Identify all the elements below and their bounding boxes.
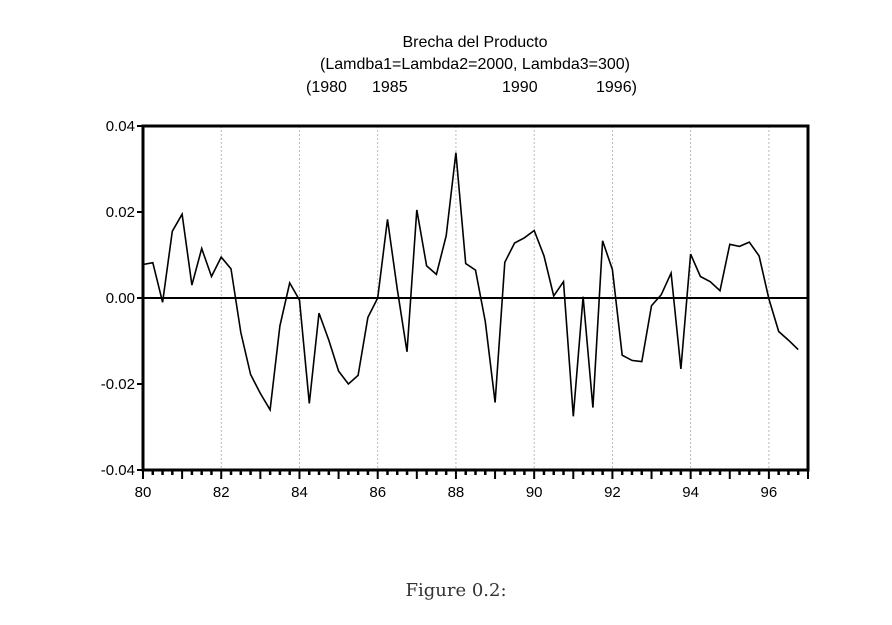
x-tick-label-82: 82 — [213, 484, 230, 501]
y-tick-label-0.02: 0.02 — [106, 204, 135, 221]
x-tick-label-80: 80 — [135, 484, 152, 501]
chart-title: Brecha del Producto — [403, 34, 548, 51]
chart-subtitle2-1985: 1985 — [372, 79, 408, 96]
x-tick-label-94: 94 — [682, 484, 699, 501]
series-line-0 — [142, 152, 799, 417]
y-tick-label-0.04: 0.04 — [106, 118, 135, 135]
x-tick-label-84: 84 — [291, 484, 308, 501]
x-tick-label-92: 92 — [604, 484, 621, 501]
x-tick-label-96: 96 — [761, 484, 778, 501]
figure-caption: Figure 0.2: — [405, 580, 506, 601]
x-tick-label-88: 88 — [448, 484, 465, 501]
chart-subtitle2-1990: 1990 — [502, 79, 538, 96]
chart-subtitle2-close: 1996) — [596, 79, 637, 96]
y-tick-label--0.02: -0.02 — [101, 376, 135, 393]
y-tick-label--0.04: -0.04 — [101, 462, 135, 479]
chart-subtitle2-open: (1980 — [306, 79, 347, 96]
y-tick-label-0.00: 0.00 — [106, 290, 135, 307]
plot-frame — [141, 124, 810, 472]
x-tick-label-90: 90 — [526, 484, 543, 501]
x-tick-label-86: 86 — [369, 484, 386, 501]
chart-subtitle: (Lamdba1=Lambda2=2000, Lambda3=300) — [320, 56, 630, 73]
